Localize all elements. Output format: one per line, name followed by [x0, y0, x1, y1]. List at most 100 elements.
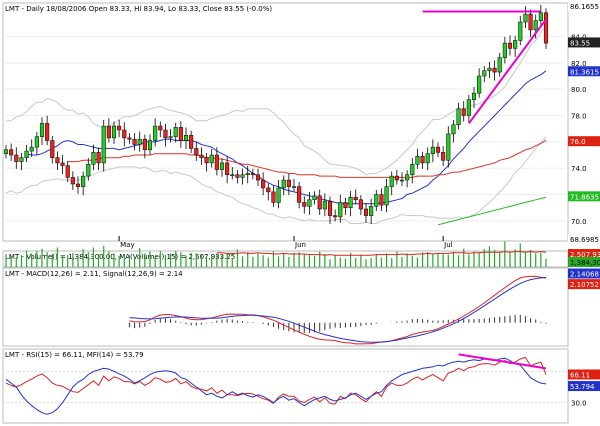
trendline-annotations	[422, 10, 547, 125]
mfi-line	[5, 357, 547, 415]
price-y-tick-label: 82.0	[571, 60, 587, 68]
month-label: Jul	[443, 241, 453, 249]
candle-body	[384, 186, 389, 206]
volume-panel-title: LMT - Volume() = 1,384,300.00, MA(Volume…	[5, 253, 235, 261]
candle-body	[317, 195, 322, 210]
candle-body	[55, 157, 60, 164]
tag-price-low: 68.6985	[570, 236, 599, 244]
candle-body	[45, 123, 50, 141]
candle-body	[230, 174, 235, 177]
candle-body	[338, 202, 343, 218]
candle-body	[60, 162, 65, 166]
candle-body	[122, 129, 127, 139]
tag-signal-bg	[568, 268, 600, 279]
candle-body	[14, 154, 19, 162]
series-upper-band-line	[6, 25, 547, 176]
candle-body	[255, 174, 261, 181]
candle-body	[353, 196, 358, 201]
candle-body	[199, 154, 204, 158]
candlesticks	[3, 5, 549, 225]
tag-volume-ma: 2,507,933	[570, 251, 600, 259]
rising-support-line	[468, 18, 547, 125]
candle-body	[50, 140, 55, 158]
tag-price-high: 86.1655	[570, 3, 599, 11]
candle-body	[39, 123, 45, 137]
candle-body	[487, 67, 492, 72]
candle-body	[477, 75, 482, 94]
candle-body	[281, 179, 286, 189]
candle-body	[322, 200, 327, 210]
tag-price-high-bg	[568, 1, 600, 11]
volume-tags: 2,507,9331,384,300	[568, 249, 600, 267]
month-axis: MayJunJulAugust	[118, 236, 453, 249]
candle-body	[204, 157, 209, 164]
macd-tags: 2.14068 2.10752	[568, 268, 600, 290]
candle-body	[142, 138, 147, 151]
rsi-tags: 66.11 53.794	[568, 369, 600, 392]
candle-body	[302, 202, 307, 207]
candle-body	[132, 138, 137, 145]
candle-body	[183, 135, 189, 141]
tag-volume-bg	[568, 257, 600, 267]
candle-body	[147, 140, 153, 151]
candle-body	[451, 124, 456, 135]
candle-body	[106, 125, 111, 139]
price-panel-frame	[2, 2, 569, 242]
candle-body	[276, 187, 281, 203]
candle-body	[219, 162, 225, 170]
candle-body	[117, 125, 122, 131]
signal-line	[129, 277, 547, 343]
candle-body	[446, 133, 451, 161]
candle-body	[369, 206, 374, 216]
candle-body	[379, 194, 384, 206]
candle-body	[343, 202, 348, 208]
candle-body	[81, 175, 86, 187]
candle-body	[91, 152, 96, 165]
candle-body	[34, 136, 39, 148]
candle-body	[245, 173, 250, 176]
candle-body	[471, 92, 477, 100]
candle-body	[86, 163, 91, 177]
rsi-annotation	[458, 353, 547, 370]
candle-body	[271, 191, 276, 203]
candle-body	[374, 194, 379, 207]
series-ma-20-line	[26, 70, 547, 205]
candle-body	[466, 99, 471, 116]
candle-body	[225, 162, 230, 176]
rsi-divergence-line	[458, 353, 547, 370]
candle-body	[497, 57, 502, 73]
price-panel-title: LMT - Daily 18/08/2006 Open 83.33, Hi 83…	[5, 5, 272, 13]
candle-body	[415, 156, 420, 165]
candle-body	[29, 146, 34, 152]
candle-body	[441, 152, 446, 161]
candle-body	[3, 149, 9, 154]
candle-body	[70, 177, 75, 185]
price-grid	[3, 36, 568, 222]
candle-body	[153, 125, 158, 141]
candle-body	[425, 153, 430, 164]
candle-body	[399, 179, 405, 182]
candle-body	[518, 21, 523, 41]
tag-volume: 1,384,300	[570, 259, 600, 267]
rsi-panel: LMT - RSI(15) = 66.11, MFI(14) = 53.79 7…	[2, 348, 600, 424]
tag-macd: 2.10752	[570, 281, 599, 289]
candle-body	[430, 146, 435, 154]
candle-body	[420, 156, 425, 164]
candle-body	[137, 138, 142, 145]
candle-body	[297, 186, 302, 203]
candle-body	[502, 42, 507, 58]
tag-mfi-bg	[568, 381, 600, 392]
volume-ma-polyline	[216, 251, 547, 256]
candle-body	[173, 127, 178, 137]
month-label: Jun	[294, 241, 306, 249]
candle-body	[291, 186, 297, 188]
tag-ma50: 76.0	[570, 138, 586, 146]
candle-body	[24, 150, 29, 158]
candle-body	[240, 174, 245, 178]
candle-body	[523, 13, 528, 23]
candle-body	[96, 152, 101, 164]
price-y-tick-label: 80.0	[571, 86, 587, 94]
tag-ma200-bg	[568, 191, 600, 202]
rsi-panel-frame	[2, 348, 569, 424]
